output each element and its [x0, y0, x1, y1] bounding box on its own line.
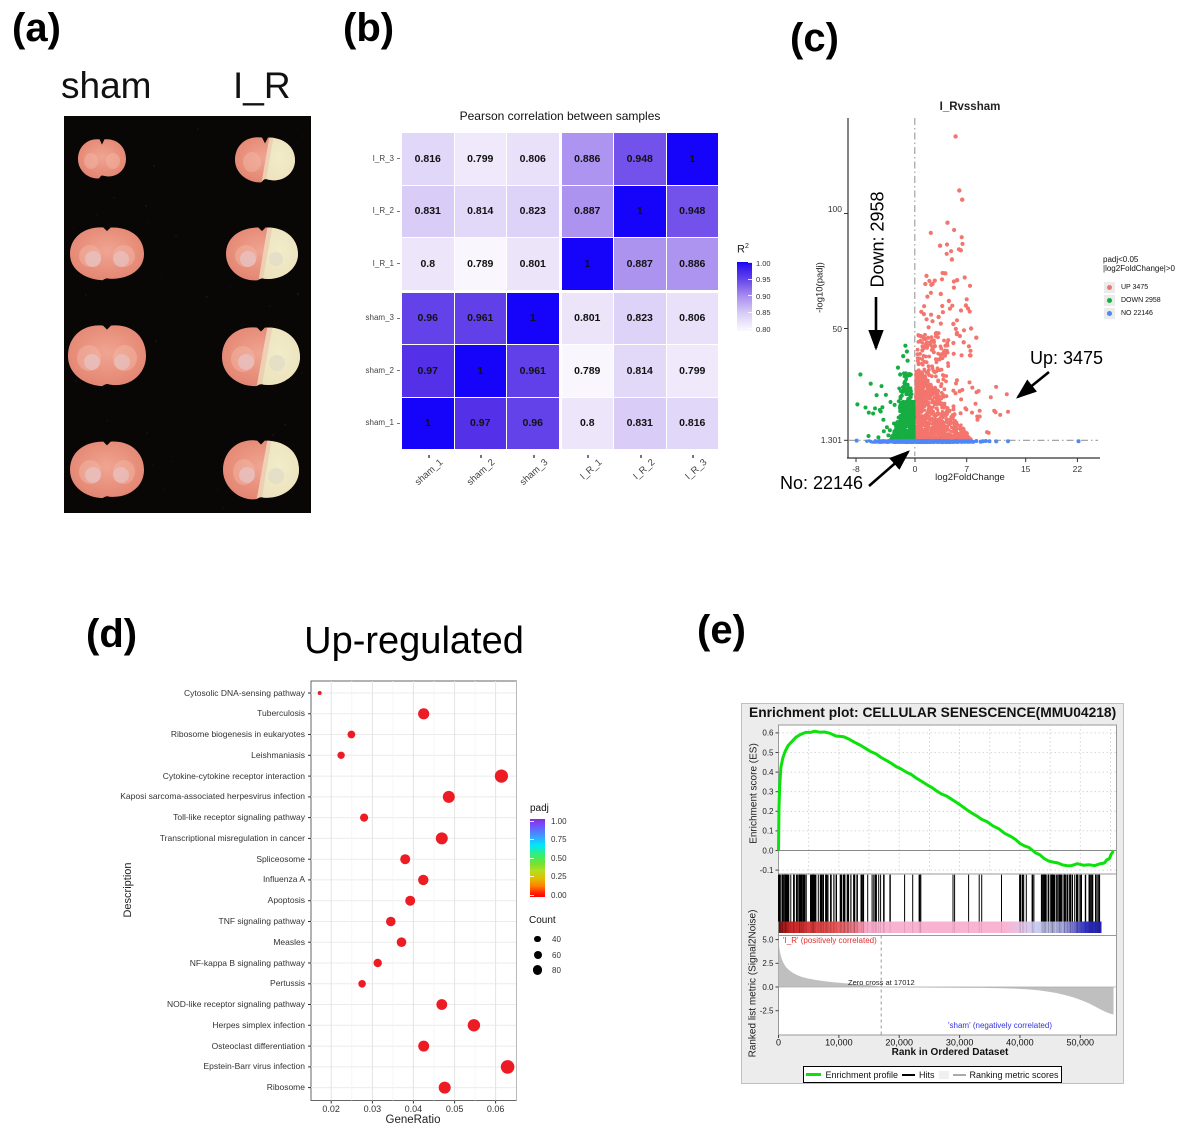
svg-text:40,000: 40,000 — [1006, 1038, 1034, 1048]
svg-text:0.1: 0.1 — [762, 827, 774, 836]
svg-text:0.0: 0.0 — [762, 983, 774, 992]
svg-text:-2.5: -2.5 — [760, 1007, 774, 1016]
svg-text:0.4: 0.4 — [762, 768, 774, 777]
svg-text:30,000: 30,000 — [946, 1038, 974, 1048]
svg-text:0.3: 0.3 — [762, 788, 774, 797]
svg-text:20,000: 20,000 — [885, 1038, 913, 1048]
svg-text:0.6: 0.6 — [762, 729, 774, 738]
svg-text:-0.1: -0.1 — [760, 866, 774, 875]
svg-text:10,000: 10,000 — [825, 1038, 853, 1048]
svg-text:0.0: 0.0 — [762, 846, 774, 855]
svg-text:2.5: 2.5 — [762, 959, 774, 968]
svg-text:0: 0 — [776, 1038, 781, 1048]
svg-text:5.0: 5.0 — [762, 935, 774, 944]
svg-text:0.5: 0.5 — [762, 748, 774, 757]
svg-text:0.2: 0.2 — [762, 807, 774, 816]
svg-text:50,000: 50,000 — [1067, 1038, 1095, 1048]
